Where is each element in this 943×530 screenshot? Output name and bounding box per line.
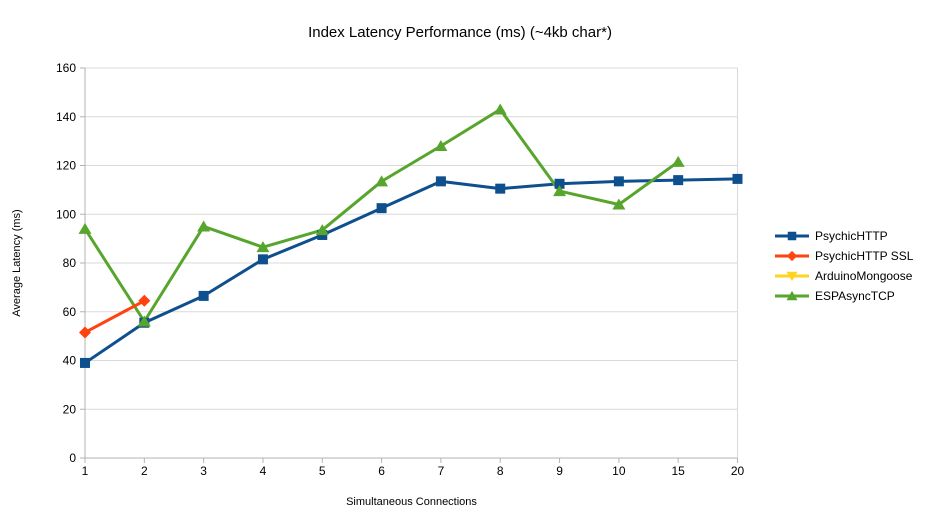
legend-line-triangle-up-icon: [775, 290, 809, 301]
legend-line-square-icon: [775, 231, 809, 241]
marker-square: [787, 231, 797, 241]
x-tick-label: 8: [497, 464, 504, 478]
marker-diamond: [786, 250, 798, 262]
marker-square: [376, 203, 387, 214]
marker-triangle-up: [553, 185, 567, 197]
y-tick-label: 100: [56, 207, 76, 221]
legend: PsychicHTTP PsychicHTTP SSL ArduinoMongo…: [775, 226, 913, 306]
marker-triangle-up: [78, 222, 92, 234]
y-tick-label: 120: [56, 159, 76, 173]
x-tick-label: 20: [731, 464, 745, 478]
legend-label: ESPAsyncTCP: [815, 289, 895, 303]
series-line-ESPAsyncTCP: [83, 107, 680, 323]
x-axis-title: Simultaneous Connections: [346, 496, 477, 508]
marker-triangle-up: [256, 241, 270, 253]
y-tick-label: 60: [63, 305, 77, 319]
y-tick-label: 80: [63, 256, 77, 270]
legend-line-triangle-down-icon: [775, 271, 809, 282]
legend-item: PsychicHTTP: [775, 226, 913, 246]
x-tick-label: 4: [260, 464, 267, 478]
marker-diamond: [79, 326, 91, 339]
marker-triangle-up: [434, 140, 448, 151]
marker-triangle-up: [315, 224, 329, 236]
series-line-PsychicHTTP SSL: [84, 299, 146, 334]
y-tick-label: 20: [63, 402, 77, 416]
x-tick-label: 1: [82, 464, 89, 478]
x-tick-label: 5: [319, 464, 326, 478]
x-tick-label: 2: [141, 464, 148, 478]
marker-triangle-up: [375, 175, 389, 187]
y-tick-label: 0: [69, 451, 76, 465]
legend-label: PsychicHTTP SSL: [815, 249, 914, 263]
legend-label: PsychicHTTP: [815, 229, 888, 243]
x-tick-label: 9: [556, 464, 563, 478]
marker-square: [435, 176, 446, 187]
marker-square: [495, 183, 506, 194]
marker-triangle-up: [197, 220, 211, 232]
x-tick-label: 10: [612, 464, 626, 478]
marker-triangle-up: [137, 315, 151, 327]
marker-square: [673, 175, 684, 186]
y-tick-label: 140: [56, 110, 76, 124]
legend-label: ArduinoMongoose: [815, 269, 913, 283]
marker-triangle-down: [786, 271, 798, 282]
x-tick-label: 7: [438, 464, 445, 478]
marker-triangle-up: [612, 198, 626, 210]
x-tick-label: 3: [200, 464, 207, 478]
y-tick-label: 40: [63, 354, 77, 368]
marker-square: [613, 176, 624, 187]
marker-triangle-up: [786, 290, 798, 301]
x-tick-label: 15: [672, 464, 686, 478]
legend-line-diamond-icon: [775, 250, 809, 262]
marker-square: [554, 178, 565, 189]
marker-square: [732, 173, 743, 184]
legend-item: PsychicHTTP SSL: [775, 246, 913, 266]
marker-square: [80, 357, 90, 368]
marker-triangle-up: [493, 103, 507, 115]
chart-title: Index Latency Performance (ms) (~4kb cha…: [308, 24, 612, 41]
marker-diamond: [138, 294, 151, 307]
x-tick-label: 6: [378, 464, 385, 478]
y-tick-label: 160: [56, 61, 76, 75]
series-line-PsychicHTTP: [84, 177, 738, 365]
legend-item: ArduinoMongoose: [775, 266, 913, 286]
marker-square: [257, 254, 268, 265]
marker-square: [198, 290, 209, 301]
marker-triangle-up: [671, 155, 685, 167]
legend-item: ESPAsyncTCP: [775, 286, 913, 306]
